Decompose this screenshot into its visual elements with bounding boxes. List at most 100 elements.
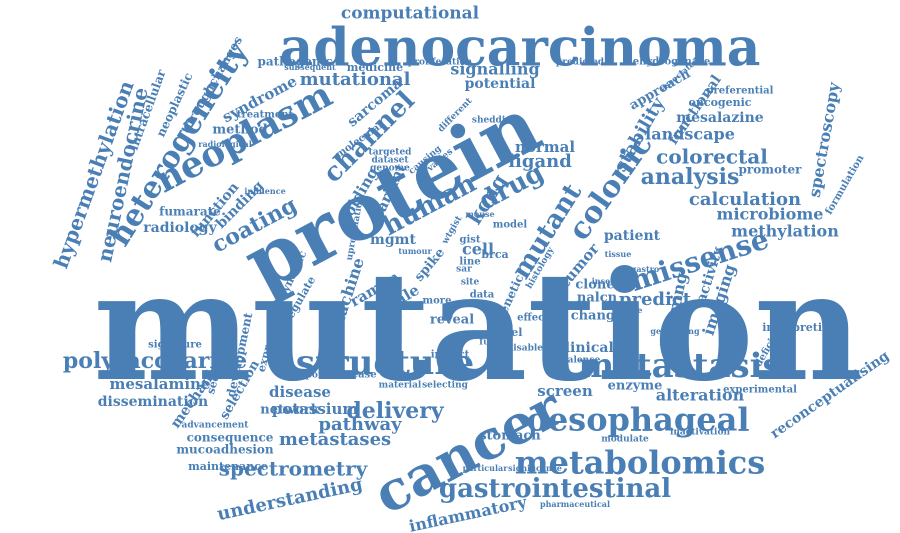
cloud-word-effect: effect	[517, 313, 549, 324]
cloud-word-preferential: preferential	[707, 86, 774, 97]
cloud-word-site: site	[461, 278, 480, 288]
cloud-word-advancement: advancement	[182, 421, 250, 431]
cloud-word-novel: novel	[490, 326, 523, 339]
cloud-word-calculation: calculation	[689, 189, 801, 210]
cloud-word-fumarate: fumarate	[159, 205, 221, 219]
cloud-word-disable: disable	[507, 344, 543, 354]
cloud-word-pathway: pathway	[318, 414, 402, 435]
cloud-word-predict: predict	[619, 289, 692, 310]
cloud-word-spectroscopy: spectroscopy	[805, 80, 844, 199]
cloud-word-material: material	[379, 381, 422, 391]
cloud-word-tumour: tumour	[398, 246, 432, 256]
cloud-word-computational: computational	[341, 4, 480, 24]
cloud-word-targeted: targeted	[369, 148, 413, 158]
cloud-word-colorectal: colorectal	[656, 145, 768, 169]
cloud-word-dissemination: dissemination	[98, 394, 208, 410]
cloud-word-consequence: consequence	[187, 431, 274, 445]
cloud-word-uptake: uptake	[612, 305, 643, 315]
cloud-word-formulation: formulation	[824, 153, 867, 217]
cloud-word-dataset: dataset	[371, 156, 409, 166]
cloud-word-generating: generating	[650, 326, 700, 336]
cloud-word-gist: gist	[459, 235, 480, 246]
cloud-word-metastases: metastases	[279, 429, 391, 450]
cloud-word-normal: normal	[515, 138, 575, 156]
cloud-word-adenocarcinoma: adenocarcinoma	[280, 18, 761, 79]
cloud-word-spectrometry: spectrometry	[219, 457, 369, 481]
cloud-word-oral: oral	[477, 303, 498, 313]
cloud-word-line: line	[459, 257, 480, 268]
cloud-word-modulate: modulate	[601, 435, 649, 445]
cloud-word-network: network	[260, 403, 320, 418]
cloud-word-maintenance: maintenance	[188, 460, 268, 473]
cloud-word-subsequent: subsequent	[284, 62, 336, 72]
cloud-word-potential: potential	[465, 76, 536, 92]
cloud-word-shedding: shedding	[472, 116, 519, 126]
cloud-word-polysaccharide: polysaccharide	[63, 348, 247, 374]
cloud-word-important: important	[293, 371, 345, 381]
cloud-word-brca: brca	[481, 248, 508, 261]
cloud-word-inactivation: inactivation	[670, 428, 730, 438]
cloud-word-experimental: experimental	[723, 385, 797, 396]
cloud-word-structure: structure	[296, 343, 474, 383]
cloud-word-pathogenic: pathogenic	[257, 55, 332, 69]
cloud-word-gastrointestinal: gastrointestinal	[439, 474, 671, 504]
cloud-word-enzyme: enzyme	[608, 379, 663, 394]
cloud-word-mouse: mouse	[465, 209, 494, 219]
cloud-word-promoter: promoter	[739, 163, 803, 177]
cloud-word-radiological: radiological	[198, 139, 251, 149]
cloud-word-delivery: delivery	[346, 398, 444, 424]
cloud-word-cell: cell	[462, 240, 494, 259]
cloud-word-ligand: ligand	[508, 151, 572, 172]
cloud-word-stomach: stomach	[479, 429, 541, 444]
cloud-word-alteration: alteration	[656, 386, 745, 405]
cloud-word-mgmt: mgmt	[370, 232, 416, 248]
cloud-word-prevalence: prevalence	[546, 356, 601, 366]
cloud-word-interpreting: interpreting	[762, 321, 838, 334]
cloud-word-significance: significance	[508, 463, 562, 473]
cloud-word-increase: increase	[329, 370, 376, 381]
cloud-word-change: change	[571, 309, 624, 324]
cloud-word-dehydrogenase: dehydrogenase	[626, 57, 710, 68]
cloud-word-insertion: insertion	[592, 276, 633, 286]
cloud-word-influence: influence	[244, 186, 285, 196]
cloud-word-reveal: reveal	[430, 313, 474, 328]
cloud-word-impact: impact	[431, 350, 470, 361]
cloud-word-method: method	[212, 123, 267, 138]
cloud-word-analysis: analysis	[641, 164, 740, 190]
cloud-word-gastro: gastro	[631, 264, 660, 274]
cloud-word-particular: particular	[463, 463, 509, 473]
cloud-word-metabolomics: metabolomics	[515, 444, 765, 482]
cloud-word-selecting: selecting	[422, 381, 469, 391]
cloud-word-signalling: signalling	[450, 60, 539, 79]
cloud-word-potassium: potassium	[272, 400, 359, 418]
cloud-word-radiology: radiology	[143, 220, 217, 236]
cloud-word-disease: disease	[269, 383, 331, 401]
cloud-word-metastasis: metastasis	[578, 346, 781, 386]
cloud-word-mesalazine: mesalazine	[676, 110, 764, 126]
cloud-word-clinical: clinical	[556, 340, 614, 356]
cloud-word-mutational: mutational	[300, 69, 411, 90]
cloud-word-more: more	[423, 296, 452, 307]
cloud-word-predicted: predicted	[556, 58, 605, 68]
cloud-word-mutation: mutation	[93, 239, 863, 415]
cloud-word-oncogenic: oncogenic	[689, 96, 752, 109]
cloud-word-microbiome: microbiome	[717, 205, 824, 224]
cloud-word-mucoadhesion: mucoadhesion	[176, 443, 274, 457]
cloud-word-screen: screen	[537, 382, 593, 400]
cloud-word-sar: sar	[456, 265, 472, 275]
cloud-word-pharmaceutical: pharmaceutical	[540, 499, 610, 509]
cloud-word-data: data	[470, 290, 495, 301]
cloud-word-tissue: tissue	[605, 249, 632, 259]
cloud-word-signature: signature	[148, 340, 202, 351]
cloud-word-landscape: landscape	[645, 125, 735, 144]
cloud-word-methylation: methylation	[731, 222, 839, 241]
cloud-word-patient: patient	[604, 228, 661, 244]
cloud-word-mesalamine: mesalamine	[109, 375, 210, 393]
cloud-word-treatment: treatment	[237, 110, 294, 121]
cloud-word-clone: clone	[575, 278, 614, 293]
cloud-word-understanding: understanding	[215, 474, 365, 525]
cloud-word-nalcn: nalcn	[577, 291, 618, 306]
cloud-word-genome: genome	[370, 164, 410, 174]
word-cloud-words: mutationproteincanceradenocarcinomametas…	[48, 4, 892, 533]
